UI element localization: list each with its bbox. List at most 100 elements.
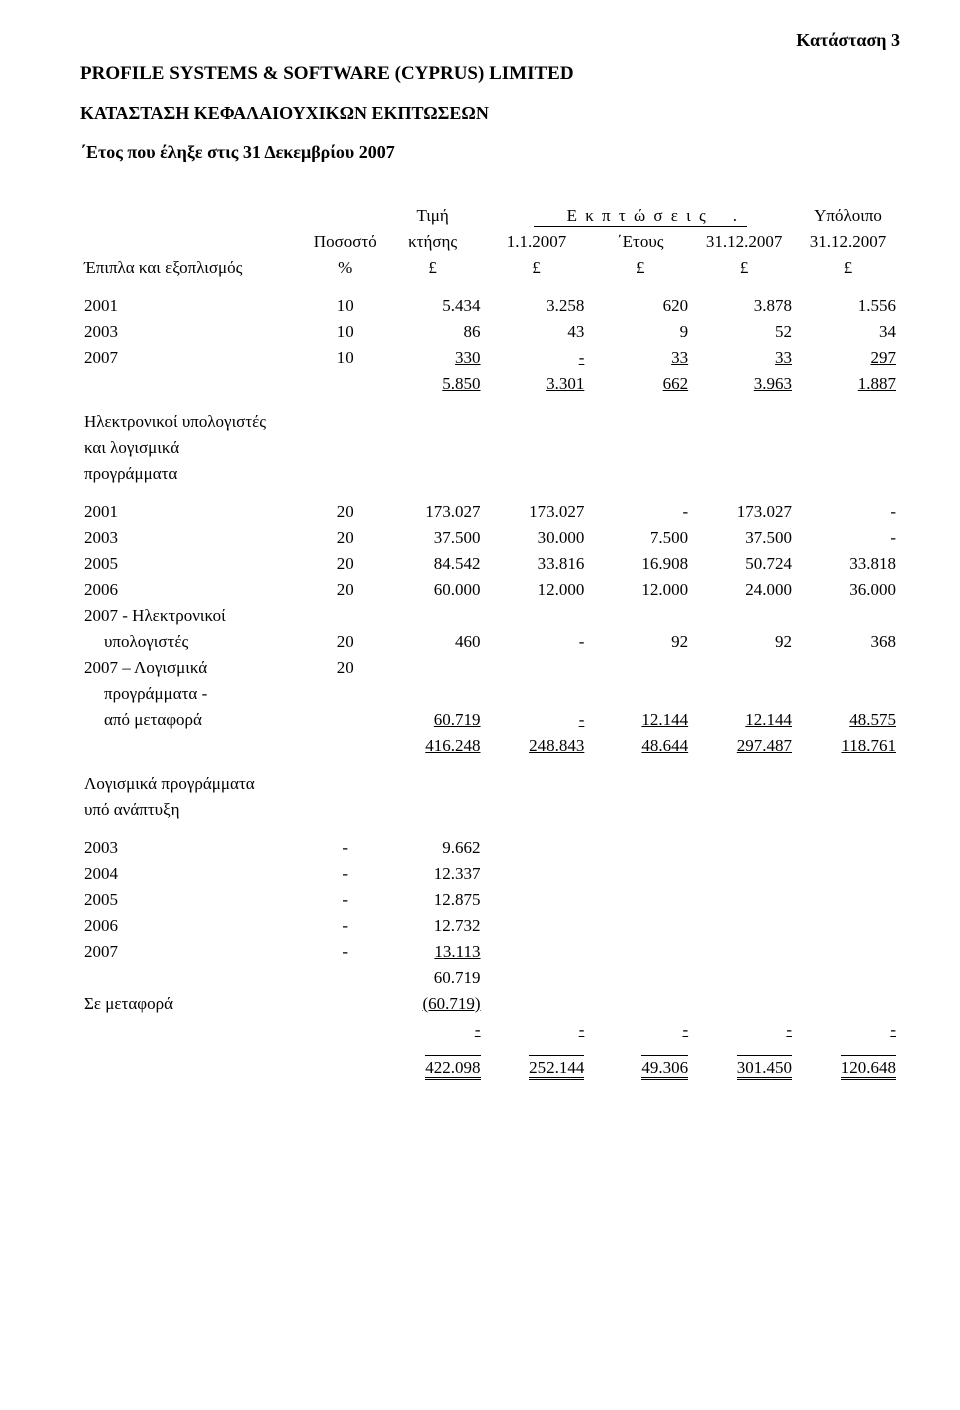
table-row: 2005-12.875: [80, 887, 900, 913]
row-year: 2005: [80, 887, 310, 913]
s3-transfer-label: Σε μεταφορά: [80, 991, 310, 1017]
row-r: -: [796, 499, 900, 525]
table-row: 2006-12.732: [80, 913, 900, 939]
main-table: Τιμή Ε κ π τ ώ σ ε ι ς . Υπόλοιπο Ποσοστ…: [80, 203, 900, 1081]
table-row: 2001105.4343.2586203.8781.556: [80, 293, 900, 319]
s2-software-l3: από μεταφορά 60.719 - 12.144 12.144 48.5…: [80, 707, 900, 733]
row-pct: 10: [310, 319, 381, 345]
s2-comp-d1: -: [485, 629, 589, 655]
row-year: 2003: [80, 525, 310, 551]
s2-soft-p: 20: [310, 655, 381, 681]
row-pct: 20: [310, 499, 381, 525]
row-c: 84.542: [381, 551, 485, 577]
pct-hdr-l1: Ποσοστό: [310, 229, 381, 255]
row-d1: 12.000: [485, 577, 589, 603]
s2-total-d2: 48.644: [588, 733, 692, 759]
row-d3: 33: [692, 345, 796, 371]
s2-total-r: 118.761: [796, 733, 900, 759]
d1-hdr-l1: 1.1.2007: [485, 229, 589, 255]
header-row-3: Έπιπλα και εξοπλισμός % £ £ £ £ £: [80, 255, 900, 281]
row-r: 36.000: [796, 577, 900, 603]
row-d1: -: [485, 345, 589, 371]
row-c: 12.732: [381, 913, 485, 939]
s2-soft-label1: 2007 – Λογισμικά: [80, 655, 310, 681]
row-d3: 173.027: [692, 499, 796, 525]
s3-title-l1: Λογισμικά προγράμματα: [80, 771, 310, 797]
row-d2: 16.908: [588, 551, 692, 577]
grand-total-row: 422.098 252.144 49.306 301.450 120.648: [80, 1055, 900, 1081]
table-row: 200310864395234: [80, 319, 900, 345]
cost-hdr-l3: £: [381, 255, 485, 281]
row-d2: -: [588, 499, 692, 525]
row-d2: 620: [588, 293, 692, 319]
s1-total-d1: 3.301: [485, 371, 589, 397]
section2-title-r3: προγράμματα: [80, 461, 900, 487]
s2-title-l1: Ηλεκτρονικοί υπολογιστές: [80, 409, 310, 435]
row-d3: 52: [692, 319, 796, 345]
s2-soft-label3: από μεταφορά: [80, 707, 310, 733]
table-row: 20052084.54233.81616.90850.72433.818: [80, 551, 900, 577]
header-row-2: Ποσοστό κτήσης 1.1.2007 ΄Ετους 31.12.200…: [80, 229, 900, 255]
row-c: 330: [381, 345, 485, 371]
row-d3: 37.500: [692, 525, 796, 551]
row-c: 173.027: [381, 499, 485, 525]
row-d2: 9: [588, 319, 692, 345]
row-d1: 3.258: [485, 293, 589, 319]
row-pct: -: [310, 887, 381, 913]
row-c: 60.000: [381, 577, 485, 603]
row-c: 37.500: [381, 525, 485, 551]
res-hdr-l3: £: [796, 255, 900, 281]
row-pct: 20: [310, 525, 381, 551]
row-year: 2004: [80, 861, 310, 887]
row-d1: 173.027: [485, 499, 589, 525]
dep-heading: Ε κ π τ ώ σ ε ι ς .: [485, 203, 797, 229]
res-hdr-l2: 31.12.2007: [796, 229, 900, 255]
row-c: 12.337: [381, 861, 485, 887]
s2-soft-r: 48.575: [796, 707, 900, 733]
s2-total-d3: 297.487: [692, 733, 796, 759]
page: Κατάσταση 3 PROFILE SYSTEMS & SOFTWARE (…: [0, 0, 960, 1121]
row-pct: 10: [310, 293, 381, 319]
s2-comp-label1: 2007 - Ηλεκτρονικοί: [80, 603, 310, 629]
s2-software-l1: 2007 – Λογισμικά 20: [80, 655, 900, 681]
row-year: 2007: [80, 345, 310, 371]
s2-total-c: 416.248: [381, 733, 485, 759]
row-pct: -: [310, 913, 381, 939]
table-row: 200120173.027173.027-173.027-: [80, 499, 900, 525]
row-year: 2006: [80, 577, 310, 603]
s2-comp-d3: 92: [692, 629, 796, 655]
section3-transfer: Σε μεταφορά (60.719): [80, 991, 900, 1017]
section2-title-r1: Ηλεκτρονικοί υπολογιστές: [80, 409, 900, 435]
row-d1: 30.000: [485, 525, 589, 551]
s2-computers-l1: 2007 - Ηλεκτρονικοί: [80, 603, 900, 629]
s3-zero-r: -: [796, 1017, 900, 1043]
gt-r: 120.648: [841, 1055, 896, 1080]
row-d3: 50.724: [692, 551, 796, 577]
s1-total-r: 1.887: [796, 371, 900, 397]
d2-hdr-l1: ΄Ετους: [588, 229, 692, 255]
dep-heading-text: Ε κ π τ ώ σ ε ι ς: [567, 206, 708, 225]
row-c: 13.113: [381, 939, 485, 965]
row-d3: 3.878: [692, 293, 796, 319]
pct-hdr-l2: %: [310, 255, 381, 281]
row-pct: -: [310, 861, 381, 887]
row-c: 86: [381, 319, 485, 345]
cost-hdr-l1: Τιμή: [381, 203, 485, 229]
row-d1: 43: [485, 319, 589, 345]
s2-title-l3: προγράμματα: [80, 461, 310, 487]
row-pct: -: [310, 939, 381, 965]
row-year: 2005: [80, 551, 310, 577]
res-hdr-l1: Υπόλοιπο: [796, 203, 900, 229]
table-row: 2003-9.662: [80, 835, 900, 861]
s2-software-l2: προγράμματα -: [80, 681, 900, 707]
d3-hdr-l1: 31.12.2007: [692, 229, 796, 255]
row-r: -: [796, 525, 900, 551]
s3-title-l2: υπό ανάπτυξη: [80, 797, 310, 823]
s2-title-l2: και λογισμικά: [80, 435, 310, 461]
s2-soft-label2: προγράμματα -: [80, 681, 310, 707]
section2-title-r2: και λογισμικά: [80, 435, 900, 461]
row-r: 34: [796, 319, 900, 345]
s3-zero-d1: -: [485, 1017, 589, 1043]
s2-soft-d3: 12.144: [692, 707, 796, 733]
row-year: 2006: [80, 913, 310, 939]
